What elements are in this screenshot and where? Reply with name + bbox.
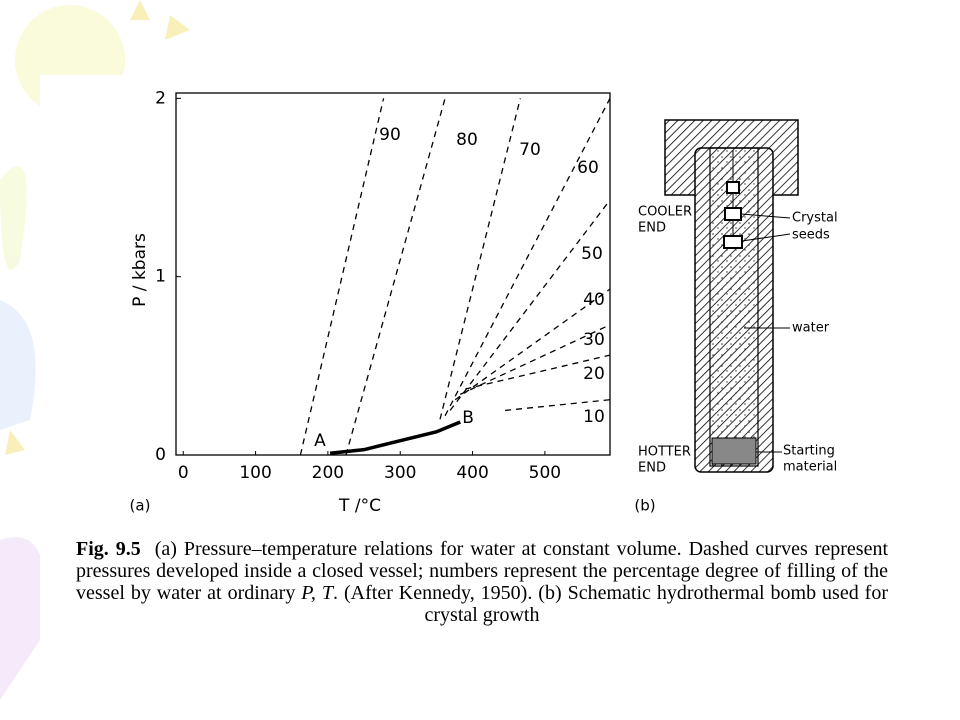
label: water [792,321,830,336]
label: END [638,461,666,476]
label: END [638,221,666,236]
caption-label: Fig. 9.5 [76,538,141,560]
series-label: 70 [519,140,541,160]
starting-material [711,437,757,465]
dashed-curve [459,324,611,395]
label: HOTTER [638,445,691,460]
y-axis-label: P / kbars [130,233,150,307]
series-label: 10 [583,407,605,427]
x-tick-label: 300 [384,463,416,483]
x-tick-label: 100 [239,463,271,483]
plot-frame [175,92,611,456]
label: Crystal [792,211,838,226]
annotation: B [462,408,474,428]
label: COOLER [638,205,692,220]
dashed-curve [454,288,611,401]
caption-text: . (After Kennedy, 1950). (b) Schematic h… [333,582,889,626]
leader [740,213,791,219]
water-fill [709,147,759,467]
dashed-curve [465,354,611,390]
x-tick-label: 200 [312,463,344,483]
x-tick-label: 0 [178,463,189,483]
panel-label: (b) [634,497,655,515]
dashed-curve [444,98,611,417]
panel-label: (a) [130,497,151,515]
y-tick-label: 2 [155,88,166,108]
x-tick-label: 400 [456,463,488,483]
dashed-curve [345,98,446,456]
series-label: 40 [583,290,605,310]
series-label: 50 [581,244,603,264]
annotation: A [314,431,326,451]
seed [723,235,743,249]
caption-text: (a) Pressure–temperature relations for w… [76,538,889,604]
dashed-curve [449,199,611,411]
label: Starting [783,444,835,459]
series-label: 30 [583,330,605,350]
y-tick-label: 0 [155,445,166,465]
leader [741,233,791,242]
curve [329,420,461,455]
y-tick-label: 1 [155,267,166,287]
dashed-curve [439,98,521,420]
series-label: 60 [577,158,599,178]
label: material [783,460,837,475]
bomb-diagram: COOLER END Crystal seeds water HOTTER EN… [638,119,838,476]
caption-italic: P, T [301,582,334,604]
seed [724,207,742,221]
x-tick-label: 500 [529,463,561,483]
series-label: 80 [456,130,478,150]
series-label: 90 [379,125,401,145]
x-axis-label: T /°C [338,496,381,516]
seed [726,181,740,194]
series-label: 20 [583,364,605,384]
label: seeds [792,228,830,243]
caption: Fig. 9.5 (a) Pressure–temperature relati… [76,538,888,626]
